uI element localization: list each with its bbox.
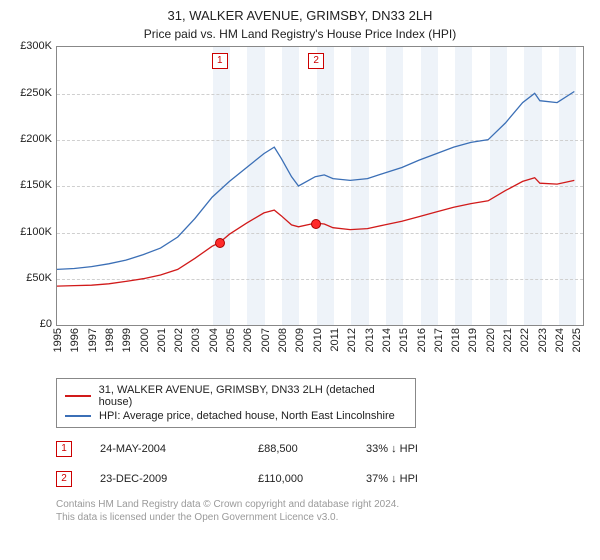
x-tick-label: 2006	[242, 328, 254, 352]
series-property	[57, 178, 574, 286]
x-tick-label: 1995	[52, 328, 64, 352]
legend-row-property: 31, WALKER AVENUE, GRIMSBY, DN33 2LH (de…	[65, 383, 407, 409]
sale-marker-box: 1	[212, 53, 228, 69]
sales-table: 1 24-MAY-2004 £88,500 33% ↓ HPI 2 23-DEC-2009…	[56, 434, 588, 494]
chart-area: £0£50K£100K£150K£200K£250K£300K 12 19951…	[12, 46, 588, 376]
y-tick-label: £0	[40, 318, 52, 330]
sale-marker-box: 2	[308, 53, 324, 69]
footer: Contains HM Land Registry data © Crown c…	[56, 498, 588, 524]
legend-label-property: 31, WALKER AVENUE, GRIMSBY, DN33 2LH (de…	[99, 384, 407, 408]
x-tick-label: 1996	[69, 328, 81, 352]
x-tick-label: 2001	[156, 328, 168, 352]
sale-vs-hpi: 33% ↓ HPI	[366, 443, 476, 455]
x-tick-label: 2011	[329, 328, 341, 352]
y-tick-label: £300K	[20, 40, 52, 52]
sale-row: 1 24-MAY-2004 £88,500 33% ↓ HPI	[56, 434, 588, 464]
legend-swatch-property	[65, 395, 91, 397]
x-tick-label: 2023	[537, 328, 549, 352]
x-tick-label: 2018	[450, 328, 462, 352]
line-svg	[57, 47, 583, 325]
x-tick-label: 2020	[485, 328, 497, 352]
x-tick-label: 2024	[554, 328, 566, 352]
sale-dot	[311, 219, 321, 229]
chart-title-sub: Price paid vs. HM Land Registry's House …	[12, 27, 588, 43]
x-tick-label: 2025	[571, 328, 583, 352]
sale-dot	[215, 238, 225, 248]
x-tick-label: 1998	[104, 328, 116, 352]
legend-label-hpi: HPI: Average price, detached house, Nort…	[99, 410, 395, 422]
x-tick-label: 2010	[312, 328, 324, 352]
plot-area: 12	[56, 46, 584, 326]
x-tick-label: 2013	[364, 328, 376, 352]
x-axis: 1995199619971998199920002001200220032004…	[56, 328, 584, 376]
y-tick-label: £100K	[20, 226, 52, 238]
x-tick-label: 2000	[139, 328, 151, 352]
chart-title-address: 31, WALKER AVENUE, GRIMSBY, DN33 2LH	[12, 8, 588, 25]
x-tick-label: 2012	[346, 328, 358, 352]
footer-line-2: This data is licensed under the Open Gov…	[56, 511, 588, 524]
sale-date: 24-MAY-2004	[100, 443, 230, 455]
x-tick-label: 2021	[502, 328, 514, 352]
legend-swatch-hpi	[65, 415, 91, 417]
sale-vs-hpi: 37% ↓ HPI	[366, 473, 476, 485]
x-tick-label: 2016	[416, 328, 428, 352]
x-tick-label: 2003	[190, 328, 202, 352]
sale-number-box: 2	[56, 471, 72, 487]
sale-date: 23-DEC-2009	[100, 473, 230, 485]
x-tick-label: 1997	[87, 328, 99, 352]
x-tick-label: 2014	[381, 328, 393, 352]
x-tick-label: 2022	[519, 328, 531, 352]
x-tick-label: 2019	[467, 328, 479, 352]
legend: 31, WALKER AVENUE, GRIMSBY, DN33 2LH (de…	[56, 378, 416, 428]
x-tick-label: 2015	[398, 328, 410, 352]
y-tick-label: £250K	[20, 87, 52, 99]
sale-row: 2 23-DEC-2009 £110,000 37% ↓ HPI	[56, 464, 588, 494]
footer-line-1: Contains HM Land Registry data © Crown c…	[56, 498, 588, 511]
x-tick-label: 2008	[277, 328, 289, 352]
y-tick-label: £50K	[26, 272, 52, 284]
sale-number-box: 1	[56, 441, 72, 457]
x-tick-label: 2005	[225, 328, 237, 352]
x-tick-label: 2017	[433, 328, 445, 352]
series-hpi	[57, 92, 574, 270]
x-tick-label: 2002	[173, 328, 185, 352]
y-tick-label: £200K	[20, 133, 52, 145]
x-tick-label: 2007	[260, 328, 272, 352]
y-axis: £0£50K£100K£150K£200K£250K£300K	[12, 46, 56, 326]
x-tick-label: 2009	[294, 328, 306, 352]
y-tick-label: £150K	[20, 179, 52, 191]
x-tick-label: 2004	[208, 328, 220, 352]
x-tick-label: 1999	[121, 328, 133, 352]
sale-price: £110,000	[258, 473, 338, 485]
sale-price: £88,500	[258, 443, 338, 455]
legend-row-hpi: HPI: Average price, detached house, Nort…	[65, 409, 407, 423]
